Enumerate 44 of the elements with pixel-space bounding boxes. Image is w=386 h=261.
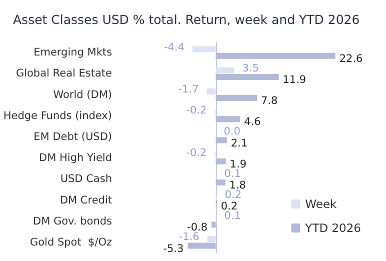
bar: [216, 67, 234, 74]
bar: [206, 88, 216, 94]
data-label: 22.6: [339, 52, 364, 65]
legend-label: YTD 2026: [304, 221, 361, 235]
y-tick-label: Hedge Funds (index): [3, 110, 112, 122]
bar: [216, 74, 279, 80]
y-tick-label: Global Real Estate: [16, 68, 112, 80]
chart-title: Asset Classes USD % total. Return, week and YTD 2026: [13, 12, 360, 27]
y-tick-label: EM Debt (USD): [34, 130, 112, 143]
bar: [192, 46, 216, 52]
data-label: 4.6: [244, 116, 262, 128]
data-label: -4.4: [164, 41, 185, 54]
data-label: -0.2: [186, 146, 207, 159]
bar: [207, 236, 216, 242]
data-label: 0.1: [224, 210, 241, 222]
data-label: -1.7: [178, 83, 199, 96]
legend-label: Week: [305, 197, 338, 211]
bar: [216, 116, 240, 122]
data-label: 11.9: [282, 74, 306, 86]
data-label: 3.5: [242, 62, 259, 74]
y-tick-label: Gold Spot $/Oz: [30, 236, 112, 248]
bar: [188, 242, 216, 249]
data-label: 1.8: [229, 179, 246, 192]
y-tick-label: DM Credit: [60, 194, 112, 206]
bar: [216, 95, 258, 102]
data-label: 0.1: [224, 168, 241, 180]
data-label: 2.1: [230, 137, 248, 150]
data-label: 7.8: [261, 95, 278, 108]
data-label: -0.2: [186, 104, 207, 117]
data-label: 0.0: [224, 126, 240, 138]
bar: [216, 137, 227, 144]
bar: [216, 158, 226, 164]
data-label: 0.2: [224, 188, 242, 201]
y-tick-label: DM High Yield: [39, 152, 112, 164]
data-label: -1.6: [178, 231, 200, 244]
bar: [216, 179, 226, 186]
bar: [212, 222, 216, 228]
y-tick-label: USD Cash: [60, 173, 112, 186]
y-tick-label: Emerging Mkts: [34, 46, 112, 59]
data-label: 1.9: [230, 158, 247, 170]
y-tick-label: World (DM): [53, 88, 112, 101]
bar: [216, 52, 336, 59]
data-label: -5.3: [163, 242, 184, 255]
y-tick-label: DM Gov. bonds: [33, 215, 112, 228]
